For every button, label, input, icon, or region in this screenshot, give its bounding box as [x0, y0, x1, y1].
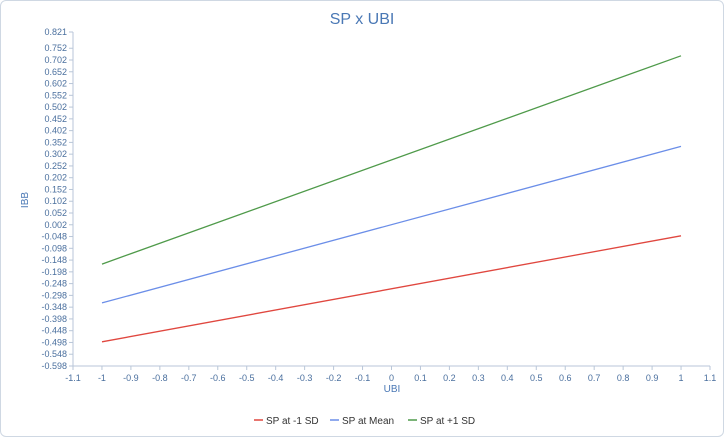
x-tick-label: 0: [389, 373, 394, 383]
y-tick-label: 0.102: [44, 196, 67, 206]
x-tick-label: 0.1: [414, 373, 427, 383]
legend: SP at -1 SD SP at Mean SP at +1 SD: [254, 416, 475, 427]
chart-title: SP x UBI: [330, 11, 395, 28]
x-tick-label: -0.1: [355, 373, 371, 383]
x-tick-label: 1: [679, 373, 684, 383]
y-tick-label: -0.198: [41, 267, 67, 277]
x-axis-ticks: -1.1 -1 -0.9 -0.8 -0.7 -0.6 -0.5 -0.4 -0.3 -0.2 -0…: [65, 366, 716, 383]
series-line-1: [101, 235, 682, 343]
y-tick-label: -0.348: [41, 302, 67, 312]
x-axis-label: UBI: [384, 384, 401, 395]
y-tick-label: 0.652: [44, 67, 67, 77]
y-tick-label: -0.398: [41, 314, 67, 324]
y-tick-label: -0.448: [41, 326, 67, 336]
y-tick-label: 0.702: [44, 55, 67, 65]
y-tick-label: 0.452: [44, 114, 67, 124]
y-tick-label: 0.552: [44, 90, 67, 100]
y-tick-label: 0.002: [44, 220, 67, 230]
x-tick-label: -0.7: [181, 373, 197, 383]
x-tick-label: -0.8: [152, 373, 168, 383]
y-tick-label: 0.602: [44, 79, 67, 89]
y-tick-label: -0.148: [41, 255, 67, 265]
y-tick-label: -0.048: [41, 232, 67, 242]
y-tick-label: -0.248: [41, 279, 67, 289]
x-tick-label: 0.3: [472, 373, 485, 383]
x-tick-label: -0.6: [210, 373, 226, 383]
series-line-3: [101, 55, 682, 265]
x-tick-label: -0.9: [123, 373, 139, 383]
y-tick-label: -0.598: [41, 361, 67, 371]
y-tick-label: 0.252: [44, 161, 67, 171]
y-tick-label: 0.502: [44, 102, 67, 112]
x-tick-label: -0.2: [326, 373, 342, 383]
x-tick-label: 0.4: [501, 373, 514, 383]
x-tick-label: -1.1: [65, 373, 81, 383]
y-tick-label: -0.548: [41, 349, 67, 359]
series-line-2: [101, 145, 682, 304]
legend-label-3: SP at +1 SD: [420, 416, 475, 427]
y-tick-label: 0.352: [44, 137, 67, 147]
legend-label-1: SP at -1 SD: [266, 416, 319, 427]
x-tick-label: -0.3: [297, 373, 313, 383]
y-tick-label: 0.152: [44, 184, 67, 194]
y-tick-label: 0.052: [44, 208, 67, 218]
x-tick-label: 0.6: [559, 373, 572, 383]
y-tick-label: -0.298: [41, 290, 67, 300]
y-tick-label: -0.098: [41, 243, 67, 253]
y-tick-label: 0.202: [44, 173, 67, 183]
x-tick-label: 0.5: [530, 373, 543, 383]
series-lines: [101, 55, 682, 343]
y-axis-label: IBB: [20, 192, 31, 208]
y-tick-label: 0.821: [44, 27, 67, 37]
x-tick-label: -0.4: [268, 373, 284, 383]
legend-label-2: SP at Mean: [342, 416, 394, 427]
x-tick-label: 0.9: [646, 373, 659, 383]
y-tick-label: 0.402: [44, 126, 67, 136]
x-tick-label: 0.8: [617, 373, 630, 383]
y-tick-label: 0.752: [44, 43, 67, 53]
y-tick-label: 0.302: [44, 149, 67, 159]
y-tick-label: -0.498: [41, 337, 67, 347]
x-tick-label: -0.5: [239, 373, 255, 383]
x-tick-label: 1.1: [704, 373, 717, 383]
plot-area: [72, 32, 710, 367]
x-tick-label: -1: [98, 373, 106, 383]
x-tick-label: 0.2: [443, 373, 456, 383]
x-tick-label: 0.7: [588, 373, 601, 383]
